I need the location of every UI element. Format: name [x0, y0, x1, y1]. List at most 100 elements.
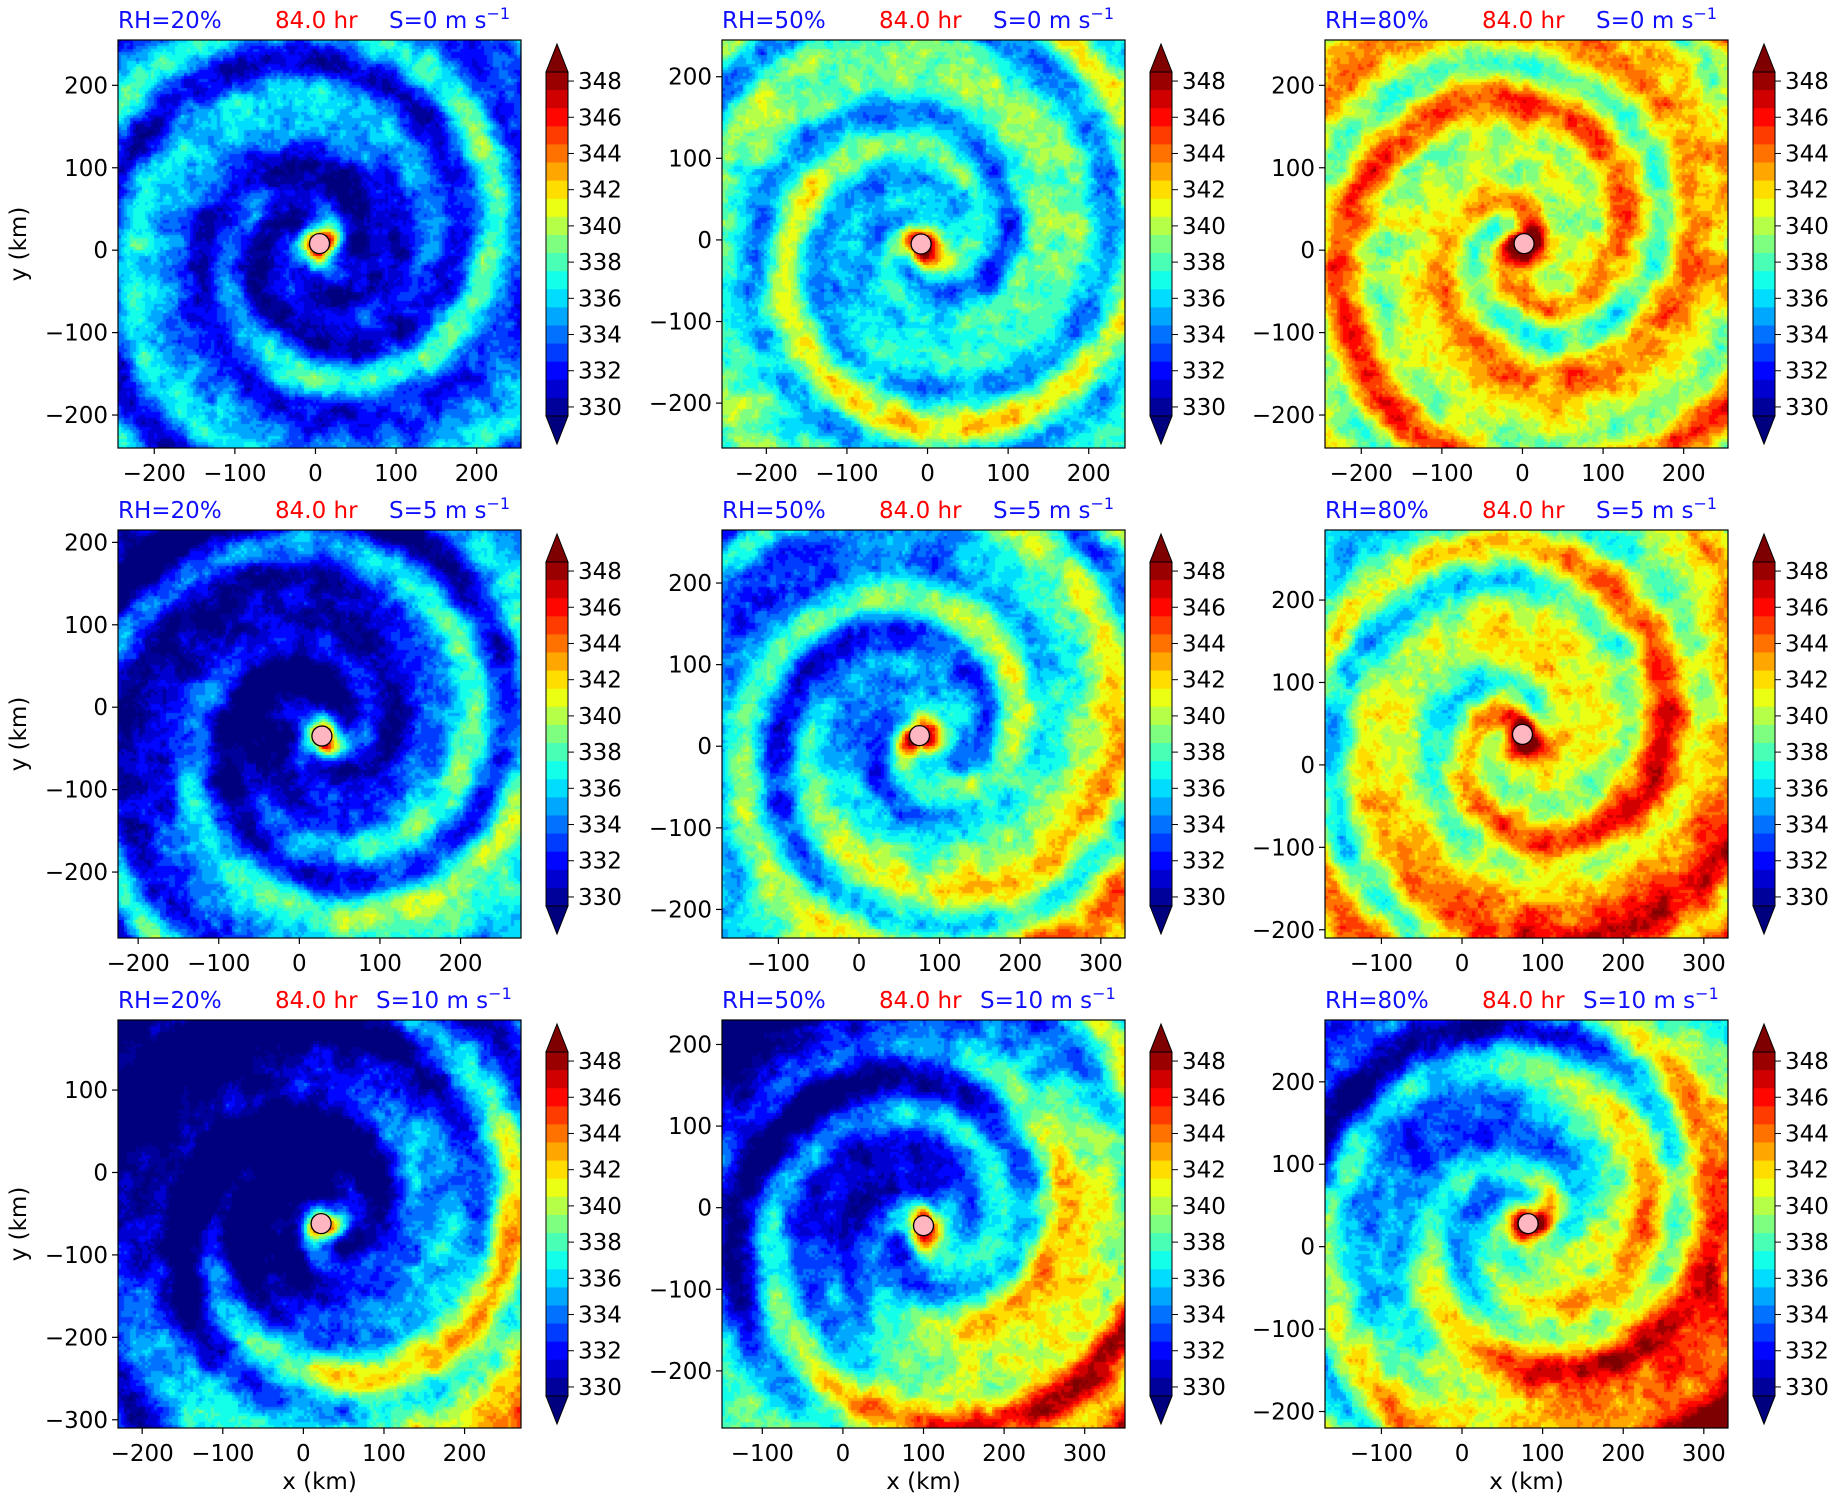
colorbar-tick-label: 334: [1182, 813, 1226, 839]
colorbar-tick-label: 346: [1785, 1085, 1829, 1111]
colorbar: 348 346 344 342 340 338 336 334 332 330: [1752, 1022, 1829, 1426]
colorbar-tick-label: 348: [578, 69, 622, 95]
colorbar-segment: [546, 289, 568, 308]
x-tick-label: −100: [815, 461, 878, 487]
storm-center-marker: [910, 233, 932, 255]
shear-label-exponent: −1: [1694, 494, 1718, 513]
time-label: 84.0 hr: [1482, 988, 1565, 1014]
colorbar-tick-label: 332: [1785, 359, 1829, 385]
colorbar-tick-label: 332: [578, 359, 622, 385]
colorbar-tick-label: 340: [578, 1194, 622, 1220]
colorbar-segment: [1150, 379, 1172, 399]
colorbar-tick-label: 346: [1182, 1085, 1226, 1111]
colorbar-tick-label: 330: [1182, 395, 1226, 421]
y-axis-label: y (km): [6, 697, 32, 772]
panel-1-0: −200 −100 0 100 200 200 100 0 −100 −200 y (km) RH=2…: [6, 494, 622, 977]
y-tick-label: 200: [1271, 73, 1315, 99]
colorbar-segment: [1753, 1305, 1775, 1325]
x-tick-label: 100: [902, 1441, 946, 1467]
colorbar: 348 346 344 342 340 338 336 334 332 330: [1752, 42, 1829, 446]
colorbar-tick-label: 348: [1182, 69, 1226, 95]
x-tick-label: 300: [1682, 1441, 1726, 1467]
colorbar-tick-label: 340: [1785, 1194, 1829, 1220]
colorbar-segment: [546, 724, 568, 744]
y-tick-label: 200: [668, 1032, 712, 1058]
x-tick-label: 0: [308, 461, 323, 487]
y-tick-label: 100: [64, 156, 108, 182]
colorbar-segment: [1150, 833, 1172, 853]
panel-2-1: −100 0 100 200 300 200 100 0 −100 −200 x (km) RH=50…: [649, 984, 1226, 1495]
colorbar-segment: [1150, 598, 1172, 617]
x-tick-label: 200: [443, 1441, 487, 1467]
y-tick-label: −200: [1252, 918, 1315, 944]
colorbar-segment: [1150, 271, 1172, 290]
colorbar-tick-label: 338: [1785, 1230, 1829, 1256]
rh-label: RH=20%: [118, 498, 222, 524]
colorbar-segment: [1753, 634, 1775, 654]
colorbar: 348 346 344 342 340 338 336 334 332 330: [1752, 532, 1829, 936]
x-tick-label: −100: [731, 1441, 794, 1467]
colorbar-tick-label: 342: [1785, 1158, 1829, 1184]
colorbar-segment: [1753, 869, 1775, 889]
y-tick-label: 200: [1271, 588, 1315, 614]
plot-frame: [1324, 39, 1729, 449]
colorbar-tick-label: 332: [578, 849, 622, 875]
panel-0-0: −200 −100 0 100 200 200 100 0 −100 −200 y (km) RH=2…: [6, 4, 622, 487]
colorbar-segment: [546, 851, 568, 871]
colorbar-segment: [546, 253, 568, 272]
time-label: 84.0 hr: [879, 8, 962, 34]
colorbar-segment: [546, 1052, 568, 1071]
colorbar-segment: [1753, 1106, 1775, 1126]
colorbar-frame: [1149, 561, 1173, 907]
colorbar-frame: [545, 1051, 569, 1397]
colorbar-tick-label: 344: [578, 1121, 622, 1147]
shear-label-exponent: −1: [1092, 984, 1116, 1003]
colorbar-tick-label: 332: [1182, 359, 1226, 385]
panel-2-2: −100 0 100 200 300 200 100 0 −100 −200 x (km) RH=80…: [1252, 984, 1829, 1495]
colorbar-tick-label: 348: [1785, 69, 1829, 95]
shear-label-text: S=10 m s: [376, 988, 488, 1014]
colorbar-segment: [1753, 397, 1775, 417]
colorbar-segment: [1150, 724, 1172, 744]
plot-frame: [1324, 529, 1729, 939]
colorbar-segment: [546, 833, 568, 853]
colorbar-tick-label: 334: [1785, 1303, 1829, 1329]
colorbar-segment: [1150, 1287, 1172, 1307]
colorbar-tick-label: 346: [578, 595, 622, 621]
colorbar-segment: [1753, 1323, 1775, 1343]
colorbar-segment: [1753, 580, 1775, 599]
colorbar-segment: [1150, 1088, 1172, 1107]
colorbar-min-extension: [545, 905, 569, 936]
x-tick-label: 200: [1067, 461, 1111, 487]
colorbar-tick-label: 330: [1182, 1375, 1226, 1401]
colorbar-segment: [546, 1287, 568, 1307]
x-tick-label: 300: [1682, 951, 1726, 977]
y-tick-label: −100: [45, 321, 108, 347]
y-tick-label: −100: [1252, 1317, 1315, 1343]
colorbar-segment: [546, 779, 568, 798]
colorbar-frame: [1752, 1051, 1776, 1397]
colorbar-tick-label: 336: [578, 776, 622, 802]
colorbar-segment: [546, 126, 568, 146]
shear-label-exponent: −1: [487, 494, 511, 513]
rh-label: RH=80%: [1325, 498, 1429, 524]
shear-label-text: S=5 m s: [993, 498, 1091, 524]
colorbar-tick-label: 346: [1785, 105, 1829, 131]
colorbar-tick-label: 344: [1182, 631, 1226, 657]
colorbar-tick-label: 330: [1785, 395, 1829, 421]
colorbar-segment: [1753, 1233, 1775, 1252]
colorbar-segment: [546, 706, 568, 726]
colorbar-segment: [546, 1160, 568, 1180]
colorbar-tick-label: 344: [578, 141, 622, 167]
colorbar-tick-label: 330: [1785, 1375, 1829, 1401]
colorbar-tick-label: 344: [1182, 1121, 1226, 1147]
colorbar-segment: [546, 162, 568, 182]
y-tick-label: −100: [649, 816, 712, 842]
x-tick-label: −100: [747, 951, 810, 977]
colorbar-tick-label: 346: [1182, 105, 1226, 131]
storm-center-marker: [310, 1212, 332, 1235]
y-tick-label: −200: [1252, 403, 1315, 429]
colorbar-segment: [1150, 1214, 1172, 1234]
colorbar: 348 346 344 342 340 338 336 334 332 330: [545, 532, 622, 936]
